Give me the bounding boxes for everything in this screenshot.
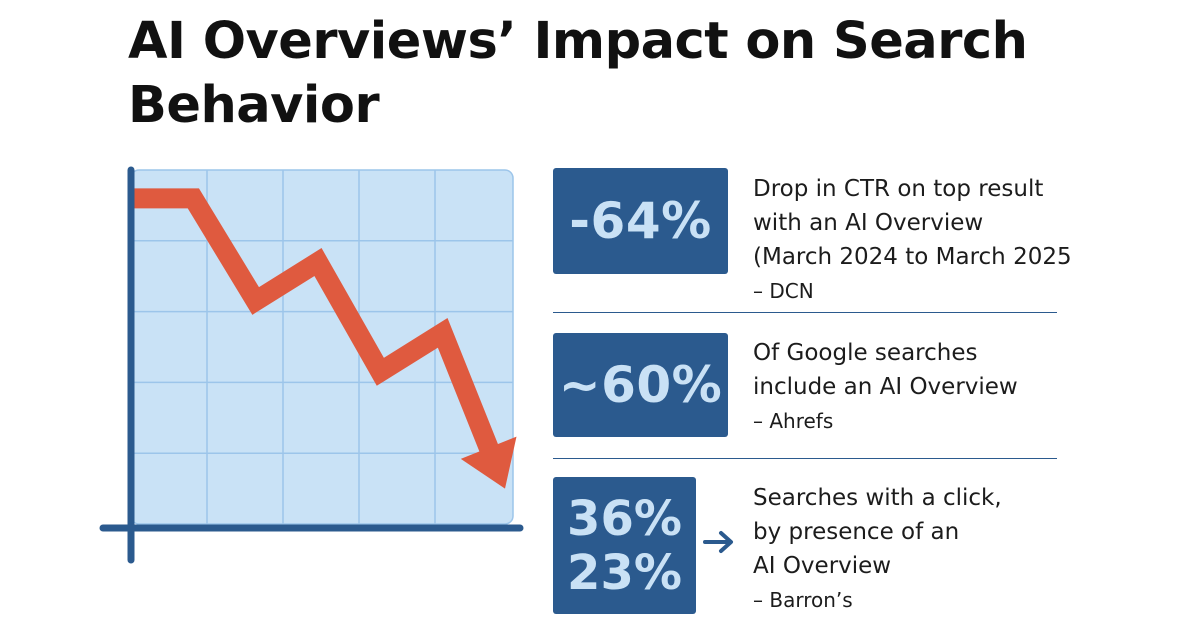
stat-value-click-rates: 36% 23% xyxy=(553,477,696,614)
stat-line: by presence of an xyxy=(753,519,960,545)
click-rate-with: 23% xyxy=(567,544,682,601)
trend-arrowhead xyxy=(460,436,517,489)
stat-value-ai-overview-share: ~60% xyxy=(553,333,728,437)
right-arrow-icon xyxy=(703,531,733,553)
title-line-2: Behavior xyxy=(128,76,380,135)
divider-1 xyxy=(553,312,1057,313)
trend-chart xyxy=(99,166,524,564)
stat-line: include an AI Overview xyxy=(753,374,1018,400)
stat-line: Searches with a click, xyxy=(753,485,1002,511)
stat-value-ctr-drop: -64% xyxy=(553,168,728,274)
stat-desc-click-rates: Searches with a click, by presence of an… xyxy=(753,481,1002,617)
stat-desc-ai-overview-share: Of Google searches include an AI Overvie… xyxy=(753,336,1018,438)
stat-source: – Barron’s xyxy=(753,588,853,612)
stat-line: AI Overview xyxy=(753,553,892,579)
stat-line: with an AI Overview xyxy=(753,210,984,236)
stat-source: – DCN xyxy=(753,279,814,303)
stat-line: Of Google searches xyxy=(753,340,978,366)
stat-line: Drop in CTR on top result xyxy=(753,176,1044,202)
stat-line: (March 2024 to March 2025 xyxy=(753,244,1072,270)
click-rate-without: 36% xyxy=(567,490,682,547)
page-title: AI Overviews’ Impact on Search Behavior xyxy=(128,10,1028,138)
stat-source: – Ahrefs xyxy=(753,409,834,433)
title-line-1: AI Overviews’ Impact on Search xyxy=(128,12,1028,71)
trend-line xyxy=(131,188,500,456)
divider-2 xyxy=(553,458,1057,459)
stat-desc-ctr-drop: Drop in CTR on top result with an AI Ove… xyxy=(753,172,1072,308)
